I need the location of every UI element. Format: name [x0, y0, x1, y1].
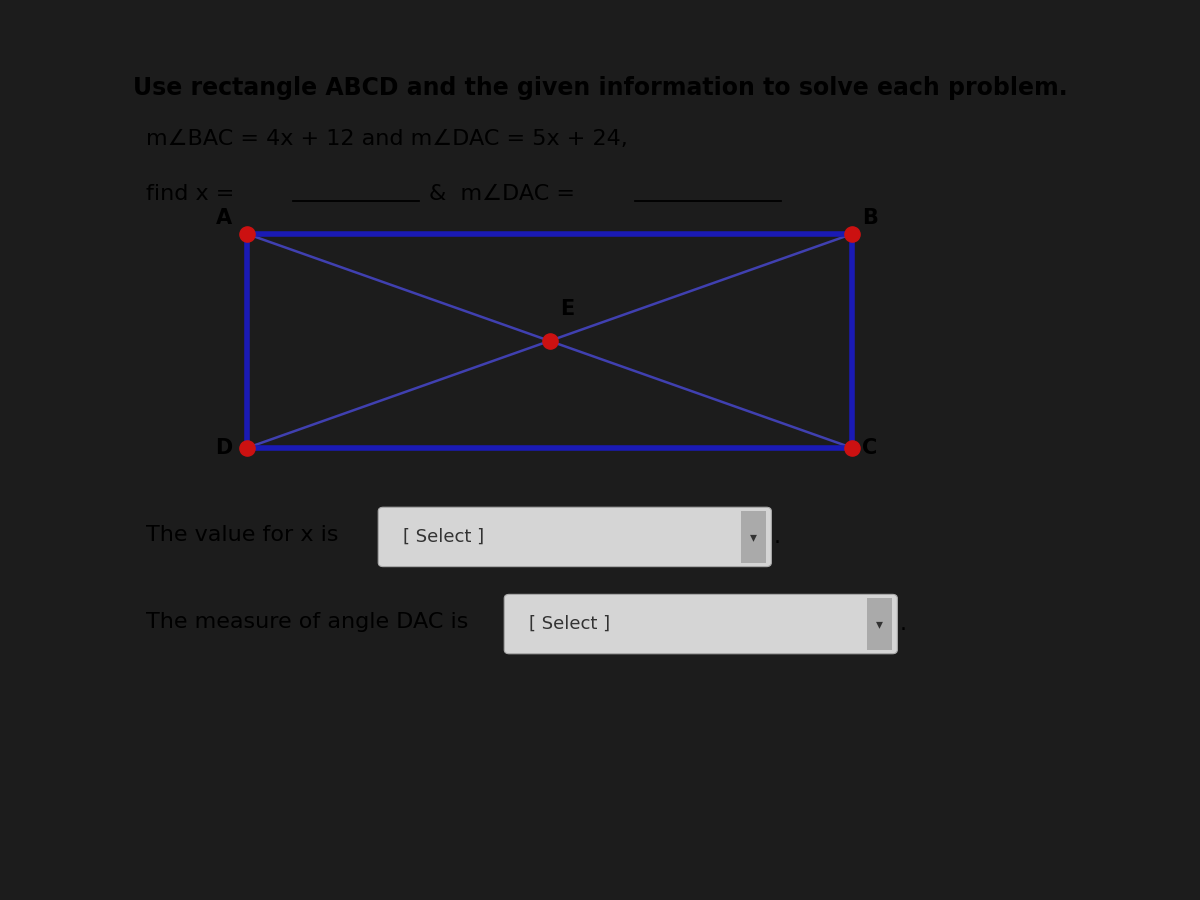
Text: The measure of angle DAC is: The measure of angle DAC is: [146, 612, 469, 632]
Point: [842, 227, 862, 241]
Text: C: C: [862, 437, 877, 458]
Text: find x =: find x =: [146, 184, 235, 204]
Bar: [868, 598, 893, 650]
Point: [238, 441, 257, 455]
Text: &  m∠DAC =: & m∠DAC =: [428, 184, 575, 204]
FancyBboxPatch shape: [378, 508, 772, 567]
Text: The value for x is: The value for x is: [146, 525, 338, 545]
Point: [540, 334, 559, 348]
FancyBboxPatch shape: [504, 594, 898, 653]
Text: E: E: [559, 299, 574, 319]
Text: [ Select ]: [ Select ]: [403, 528, 485, 546]
Text: D: D: [215, 437, 232, 458]
Text: .: .: [773, 526, 780, 547]
Text: Use rectangle ABCD and the given information to solve each problem.: Use rectangle ABCD and the given informa…: [133, 76, 1067, 100]
Text: m∠BAC = 4x + 12 and m∠DAC = 5x + 24,: m∠BAC = 4x + 12 and m∠DAC = 5x + 24,: [146, 129, 628, 149]
Text: [ Select ]: [ Select ]: [529, 615, 611, 633]
Text: B: B: [862, 208, 878, 228]
Text: .: .: [899, 614, 906, 634]
Point: [238, 227, 257, 241]
Bar: [742, 511, 767, 562]
Text: A: A: [216, 208, 232, 228]
Text: ▾: ▾: [876, 617, 883, 631]
Point: [842, 441, 862, 455]
Text: ▾: ▾: [750, 530, 757, 544]
